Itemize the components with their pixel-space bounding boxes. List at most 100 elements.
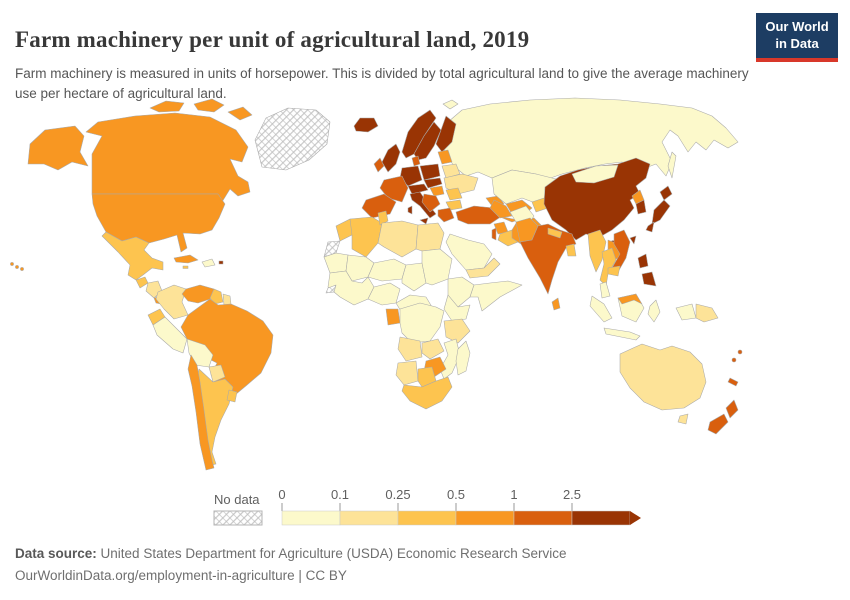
country-puertorico[interactable] — [218, 260, 224, 265]
country-new-caledonia[interactable] — [727, 377, 739, 387]
country-peru[interactable] — [152, 316, 188, 354]
country-fiji[interactable] — [731, 349, 743, 363]
country-afghanistan[interactable] — [509, 205, 535, 223]
legend-arrow — [630, 511, 641, 525]
country-mongolia[interactable] — [571, 164, 619, 184]
country-uruguay[interactable] — [226, 389, 238, 403]
country-alpine[interactable] — [407, 183, 429, 195]
world-map — [10, 97, 743, 471]
country-czechia-slovakia[interactable] — [423, 177, 443, 189]
country-iceland[interactable] — [353, 117, 379, 133]
country-svalbard[interactable] — [442, 99, 459, 110]
country-madagascar[interactable] — [455, 340, 471, 376]
country-balkans[interactable] — [421, 193, 441, 213]
country-bangladesh[interactable] — [565, 243, 577, 257]
country-bulgaria[interactable] — [445, 199, 463, 211]
country-nepal[interactable] — [547, 227, 563, 239]
country-venezuela[interactable] — [181, 284, 215, 304]
country-angola[interactable] — [397, 336, 423, 362]
country-sakhalin[interactable] — [667, 151, 677, 179]
country-spain[interactable] — [361, 193, 397, 219]
country-cambodia[interactable] — [607, 265, 621, 277]
country-somalia[interactable] — [469, 280, 523, 312]
country-saudiarabia[interactable] — [445, 233, 493, 271]
country-canada-arctic-3[interactable] — [227, 106, 253, 121]
country-baltics[interactable] — [437, 149, 453, 165]
country-malaysia[interactable] — [599, 281, 611, 299]
country-greenland[interactable] — [254, 107, 331, 171]
country-southkorea[interactable] — [635, 199, 647, 215]
country-myanmar[interactable] — [587, 229, 607, 273]
country-poland[interactable] — [419, 163, 441, 181]
country-ireland[interactable] — [373, 157, 385, 173]
country-guinea-bissau[interactable] — [325, 284, 337, 294]
country-guyana[interactable] — [209, 288, 224, 305]
legend-swatch-bin-4[interactable] — [513, 510, 573, 526]
country-south-africa[interactable] — [401, 376, 453, 410]
country-sardinia[interactable] — [407, 205, 413, 215]
legend-swatch-bin-0[interactable] — [281, 510, 341, 526]
country-mexico[interactable] — [101, 231, 164, 281]
country-suriname[interactable] — [222, 293, 232, 306]
country-belarus[interactable] — [441, 163, 461, 179]
country-paraguay[interactable] — [208, 364, 226, 383]
license-line[interactable]: OurWorldinData.org/employment-in-agricul… — [15, 567, 347, 583]
country-alaska[interactable] — [27, 125, 89, 171]
country-denmark[interactable] — [411, 155, 421, 167]
country-kenya[interactable] — [443, 294, 471, 322]
country-indonesia[interactable] — [589, 293, 697, 341]
country-canada-arctic-1[interactable] — [149, 100, 185, 113]
country-japan[interactable] — [645, 185, 673, 233]
country-chile[interactable] — [187, 354, 215, 471]
country-drc[interactable] — [399, 302, 445, 344]
country-norway[interactable] — [401, 109, 437, 159]
country-uk[interactable] — [381, 143, 401, 173]
country-sweden[interactable] — [413, 121, 442, 161]
country-srilanka[interactable] — [551, 297, 561, 311]
country-new-zealand[interactable] — [707, 399, 739, 435]
legend-swatch-bin-1[interactable] — [339, 510, 399, 526]
legend-tick-2: 0.25 — [385, 487, 410, 502]
country-levant[interactable] — [491, 227, 497, 241]
country-niger[interactable] — [367, 258, 407, 282]
country-tunisia[interactable] — [377, 210, 389, 226]
legend-swatch-bin-2[interactable] — [397, 510, 457, 526]
country-tanzania[interactable] — [443, 318, 471, 344]
country-france[interactable] — [379, 175, 409, 203]
country-australia[interactable] — [619, 343, 707, 425]
country-finland[interactable] — [435, 115, 457, 153]
map-legend: No data 0 0.1 0.25 0.5 1 2.5 — [213, 487, 641, 526]
country-hispaniola[interactable] — [201, 258, 216, 268]
country-canada-arctic-2[interactable] — [193, 98, 225, 113]
country-libya[interactable] — [377, 220, 419, 258]
country-chad[interactable] — [401, 262, 427, 292]
country-taiwan[interactable] — [629, 235, 637, 245]
country-zambia[interactable] — [421, 338, 445, 360]
country-sicily[interactable] — [419, 217, 429, 225]
country-turkmenistan[interactable] — [489, 199, 513, 219]
country-thailand[interactable] — [599, 247, 617, 287]
legend-swatch-bin-5[interactable] — [571, 510, 631, 526]
country-algeria[interactable] — [349, 216, 383, 258]
owid-logo[interactable]: Our World in Data — [756, 13, 838, 62]
country-usa[interactable] — [91, 193, 226, 253]
country-gabon[interactable] — [385, 308, 401, 326]
country-turkey[interactable] — [455, 205, 503, 225]
country-namibia[interactable] — [395, 360, 419, 386]
no-data-swatch[interactable] — [213, 510, 263, 526]
country-philippines[interactable] — [637, 253, 657, 287]
country-jamaica[interactable] — [182, 265, 189, 269]
country-yemen-oman[interactable] — [465, 257, 501, 279]
country-romania[interactable] — [445, 187, 463, 201]
country-canada[interactable] — [85, 112, 251, 203]
country-cuba[interactable] — [173, 254, 199, 264]
country-mauritania[interactable] — [323, 252, 349, 274]
country-hawaii[interactable] — [10, 262, 24, 271]
country-greece[interactable] — [437, 207, 455, 223]
country-sudan[interactable] — [421, 248, 453, 286]
country-papua-new-guinea[interactable] — [695, 303, 719, 323]
country-malaysia-borneo[interactable] — [617, 293, 643, 305]
country-hungary[interactable] — [429, 185, 445, 197]
country-egypt[interactable] — [415, 222, 445, 252]
legend-swatch-bin-3[interactable] — [455, 510, 515, 526]
